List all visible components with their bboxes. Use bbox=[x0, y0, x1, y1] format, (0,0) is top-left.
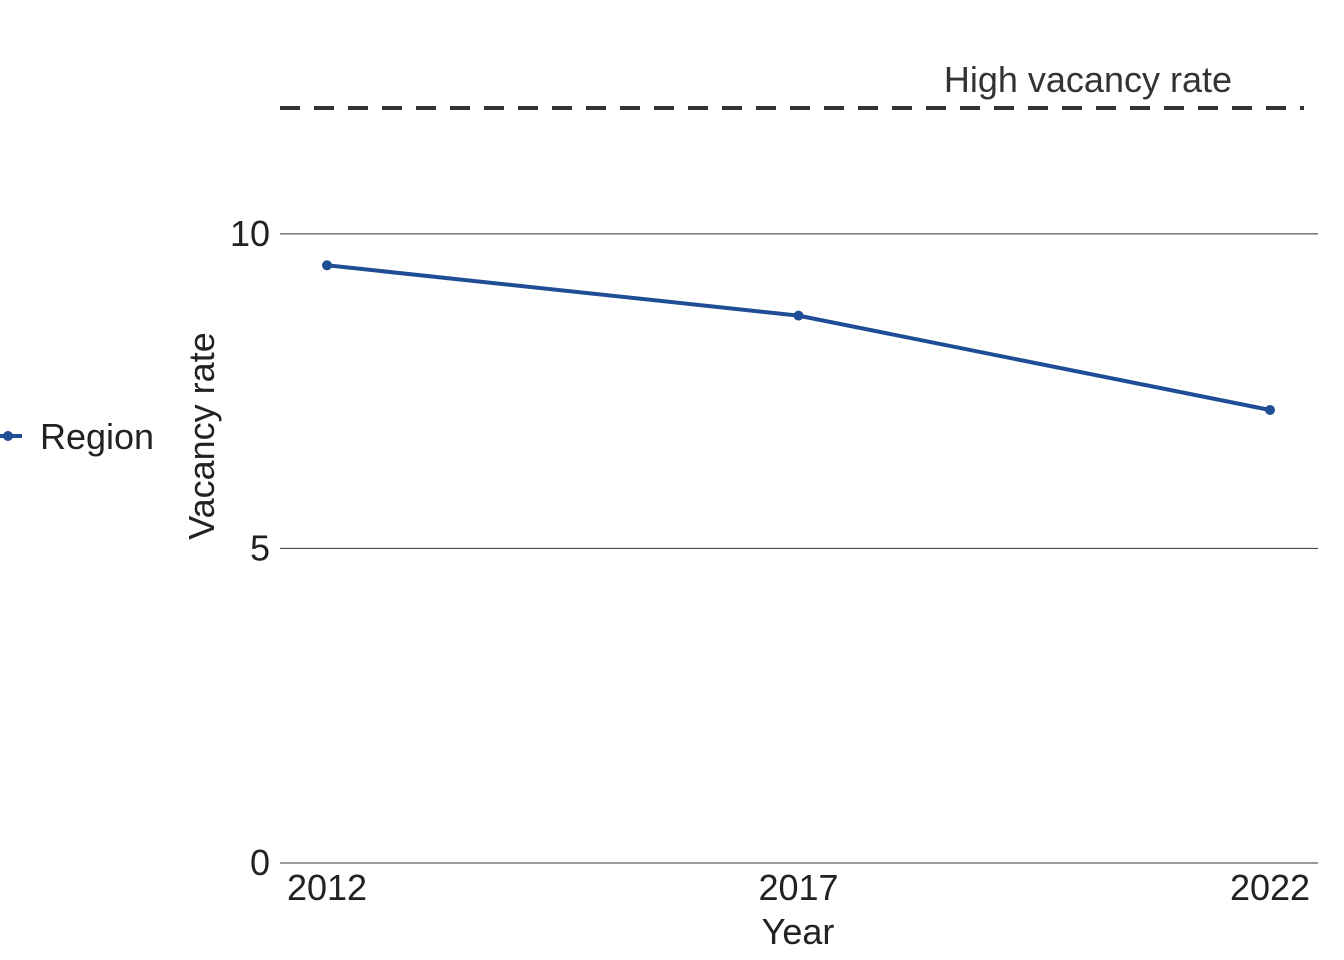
data-point bbox=[322, 260, 332, 271]
y-axis-title: Vacancy rate bbox=[181, 332, 222, 539]
data-point bbox=[1265, 405, 1275, 415]
y-tick-label: 0 bbox=[250, 842, 270, 883]
x-tick-label: 2022 bbox=[1230, 867, 1310, 908]
legend-label-region: Region bbox=[40, 416, 154, 457]
series-line-0 bbox=[325, 263, 1272, 412]
x-tick-labels: 2012 2017 2022 bbox=[287, 867, 1310, 908]
series-group bbox=[322, 260, 1275, 415]
x-tick-label: 2012 bbox=[287, 867, 367, 908]
gridlines bbox=[280, 233, 1318, 864]
legend-swatch-marker bbox=[3, 431, 13, 441]
reference-line-group: High vacancy rate bbox=[280, 59, 1304, 110]
data-point bbox=[793, 310, 804, 321]
y-tick-labels: 0 5 10 bbox=[230, 213, 270, 883]
y-tick-label: 10 bbox=[230, 213, 270, 254]
x-axis-title: Year bbox=[762, 911, 835, 952]
y-tick-label: 5 bbox=[250, 527, 270, 568]
x-tick-label: 2017 bbox=[758, 867, 838, 908]
legend: Region bbox=[0, 416, 154, 457]
high-vacancy-label: High vacancy rate bbox=[944, 59, 1232, 100]
